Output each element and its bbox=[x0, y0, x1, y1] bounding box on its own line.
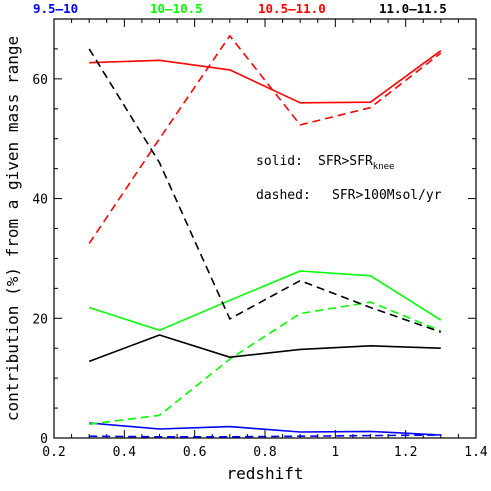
legend-entry: 11.0–11.5 bbox=[379, 1, 447, 16]
annotation-dashed-prefix: dashed: bbox=[256, 188, 311, 203]
legend-entry: 9.5–10 bbox=[33, 1, 78, 16]
series-lines bbox=[88, 34, 442, 438]
annotation-dashed-text: SFR>100Msol/yr bbox=[332, 188, 442, 203]
y-tick-label: 60 bbox=[32, 73, 48, 88]
plot-frame bbox=[53, 18, 477, 439]
x-tick-labels: 0.2 0.4 0.6 0.8 1 1.2 1.4 bbox=[42, 445, 488, 460]
annotation-solid-text: SFR>SFRknee bbox=[318, 154, 394, 172]
y-tick-labels: 0 20 40 60 bbox=[32, 73, 48, 447]
x-tick-label: 0.6 bbox=[183, 445, 206, 460]
series-line-solid bbox=[89, 50, 442, 104]
x-tick-label: 1.4 bbox=[464, 445, 488, 460]
x-tick-label: 0.2 bbox=[42, 445, 65, 460]
legend: 9.5–10 10–10.5 10.5–11.0 11.0–11.5 bbox=[33, 1, 447, 16]
x-tick-label: 1.2 bbox=[394, 445, 417, 460]
y-tick-label: 20 bbox=[32, 312, 48, 327]
y-tick-label: 40 bbox=[32, 193, 48, 208]
series-line-dashed bbox=[89, 434, 441, 438]
series-line-dashed bbox=[88, 34, 442, 244]
series-line-dashed bbox=[88, 48, 442, 333]
annotation-solid-prefix: solid: bbox=[256, 154, 303, 169]
annotation-solid-main: SFR>SFR bbox=[318, 154, 373, 169]
series-line-solid bbox=[88, 270, 442, 332]
legend-entry: 10.5–11.0 bbox=[258, 1, 326, 16]
x-tick-label: 0.8 bbox=[253, 445, 276, 460]
series-line-dashed bbox=[89, 301, 442, 425]
series-line-solid bbox=[88, 334, 441, 363]
x-tick-label: 1 bbox=[331, 445, 339, 460]
axis-ticks bbox=[53, 18, 477, 439]
x-tick-label: 0.4 bbox=[113, 445, 137, 460]
annotations: solid: SFR>SFRknee dashed: SFR>100Msol/y… bbox=[256, 154, 442, 203]
y-tick-label: 0 bbox=[40, 432, 48, 447]
y-axis-label: contribution (%) from a given mass range bbox=[3, 36, 22, 421]
series-line-solid bbox=[89, 422, 441, 436]
legend-entry: 10–10.5 bbox=[150, 1, 203, 16]
x-axis-label: redshift bbox=[226, 464, 303, 483]
plot-area bbox=[53, 18, 477, 439]
annotation-solid-subscript: knee bbox=[373, 162, 395, 172]
